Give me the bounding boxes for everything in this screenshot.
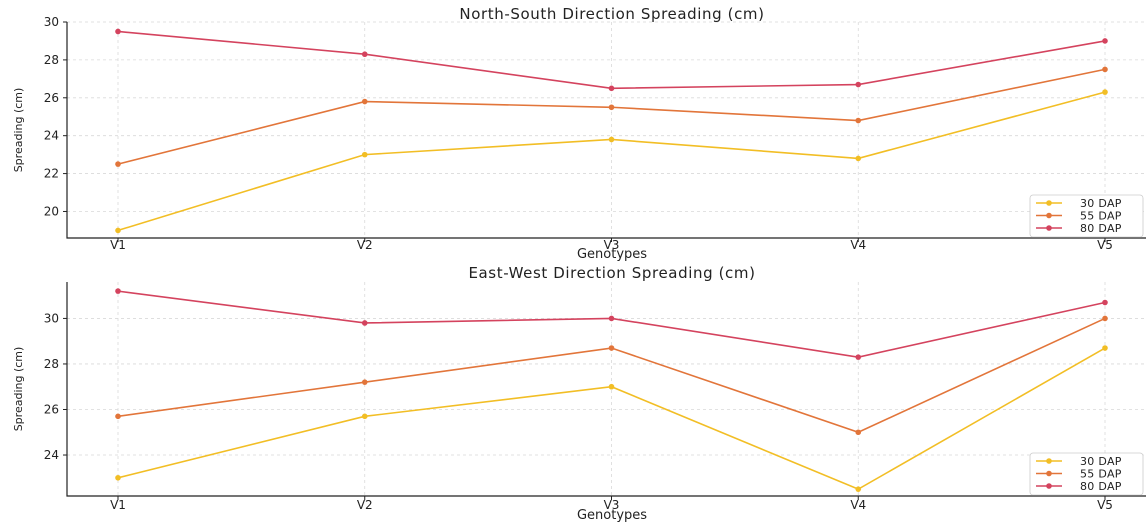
legend-label: 80 DAP bbox=[1080, 222, 1122, 235]
data-point bbox=[1102, 315, 1108, 322]
data-point bbox=[855, 354, 862, 360]
y-axis-label: Spreading (cm) bbox=[12, 88, 25, 173]
data-point bbox=[361, 98, 368, 105]
chart-panel-2: 24 26 28 30 V1 V2 V3 V4 V5 East-West Direction Sp… bbox=[12, 264, 1146, 523]
legend-frame bbox=[1029, 452, 1144, 496]
data-point bbox=[1102, 89, 1108, 95]
x-tick-label: V2 bbox=[357, 238, 373, 252]
legend-frame bbox=[1029, 194, 1144, 238]
data-point bbox=[115, 288, 121, 294]
axis-spines bbox=[66, 282, 1146, 497]
data-point bbox=[115, 28, 121, 35]
series-55-dap bbox=[115, 66, 1108, 167]
series-line bbox=[117, 347, 1106, 491]
y-tick-label: 28 bbox=[44, 357, 59, 371]
data-point bbox=[608, 383, 615, 390]
legend-swatch-marker bbox=[1046, 200, 1052, 206]
x-tick-label: V3 bbox=[604, 238, 620, 252]
legend-swatch-marker bbox=[1046, 225, 1052, 231]
x-tick-label: V2 bbox=[357, 498, 373, 512]
data-point bbox=[855, 117, 862, 124]
series-80-dap bbox=[115, 28, 1108, 92]
legend-swatch-marker bbox=[1046, 212, 1052, 219]
x-tick-label: V1 bbox=[110, 238, 126, 252]
chart-title: East-West Direction Spreading (cm) bbox=[468, 264, 755, 282]
y-tick-label: 30 bbox=[44, 311, 59, 325]
x-tick-label: V5 bbox=[1097, 238, 1113, 252]
data-point bbox=[608, 104, 615, 111]
legend-label: 55 DAP bbox=[1080, 210, 1122, 223]
data-point bbox=[855, 429, 862, 436]
data-point bbox=[361, 413, 368, 420]
data-point bbox=[608, 345, 615, 351]
series-55-dap bbox=[115, 315, 1108, 436]
data-point bbox=[855, 155, 862, 162]
x-tick-label: V3 bbox=[604, 498, 620, 512]
data-point bbox=[1102, 66, 1108, 73]
y-axis-label: Spreading (cm) bbox=[12, 347, 25, 432]
axis-spines bbox=[66, 22, 1146, 239]
data-point bbox=[115, 161, 121, 167]
x-tick-label: V1 bbox=[110, 498, 126, 512]
data-point bbox=[855, 81, 862, 88]
data-point bbox=[1102, 299, 1108, 306]
data-point bbox=[115, 474, 121, 481]
y-tick-label: 26 bbox=[44, 91, 59, 105]
legend-swatch-marker bbox=[1046, 470, 1052, 477]
data-point bbox=[361, 320, 368, 326]
data-point bbox=[1102, 345, 1108, 351]
data-point bbox=[608, 136, 615, 143]
x-axis-label: Genotypes bbox=[577, 247, 647, 262]
data-point bbox=[855, 486, 862, 492]
data-point bbox=[115, 227, 121, 234]
legend-label: 30 DAP bbox=[1080, 455, 1122, 468]
legend-swatch-marker bbox=[1046, 458, 1052, 464]
y-tick-label: 24 bbox=[44, 129, 59, 143]
data-point bbox=[361, 151, 368, 158]
legend-label: 80 DAP bbox=[1080, 480, 1122, 493]
x-axis-label: Genotypes bbox=[577, 508, 647, 523]
y-tick-label: 26 bbox=[44, 402, 59, 416]
y-tick-label: 20 bbox=[44, 204, 59, 218]
series-30-dap bbox=[115, 345, 1108, 492]
x-tick-label: V4 bbox=[850, 238, 866, 252]
series-30-dap bbox=[115, 89, 1108, 234]
data-point bbox=[608, 315, 615, 322]
x-tick-label: V4 bbox=[850, 498, 866, 512]
y-tick-label: 24 bbox=[44, 448, 59, 462]
chart-title: North-South Direction Spreading (cm) bbox=[459, 5, 764, 23]
legend-label: 30 DAP bbox=[1080, 197, 1122, 210]
data-point bbox=[115, 413, 121, 420]
chart-panel-1: 20 22 24 26 28 30 V1 V2 V3 V4 V5 North-South Direct… bbox=[12, 5, 1146, 262]
y-tick-label: 28 bbox=[44, 53, 59, 67]
y-tick-label: 22 bbox=[44, 167, 59, 181]
data-point bbox=[361, 51, 368, 58]
legend-label: 55 DAP bbox=[1080, 468, 1122, 481]
data-point bbox=[608, 85, 615, 92]
y-tick-label: 30 bbox=[44, 15, 59, 29]
x-tick-label: V5 bbox=[1097, 498, 1113, 512]
series-80-dap bbox=[115, 288, 1108, 360]
data-point bbox=[361, 379, 368, 385]
data-point bbox=[1102, 38, 1108, 44]
legend-swatch-marker bbox=[1046, 483, 1052, 489]
